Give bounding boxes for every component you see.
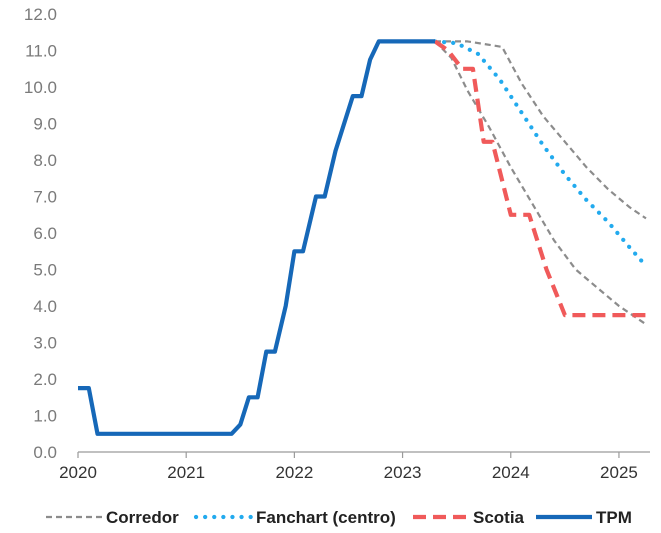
y-tick-label: 9.0 <box>33 115 57 134</box>
y-tick-label: 6.0 <box>33 224 57 243</box>
legend-label: Fanchart (centro) <box>256 508 396 527</box>
x-tick-label: 2020 <box>59 463 97 482</box>
y-tick-label: 11.0 <box>25 42 57 61</box>
axes: 0.0 1.0 2.0 3.0 4.0 5.0 6.0 7.0 8.0 9.0 10.0 11.0 12… <box>24 5 650 482</box>
x-tick-label: 2022 <box>275 463 313 482</box>
x-tick-label: 2024 <box>492 463 530 482</box>
legend-label: Scotia <box>473 508 525 527</box>
y-tick-label: 0.0 <box>33 443 57 462</box>
series-line-tpm <box>78 39 435 436</box>
y-tick-label: 10.0 <box>24 78 57 97</box>
y-tick-label: 1.0 <box>33 407 57 426</box>
y-tick-label: 12.0 <box>24 5 57 24</box>
series-line-scotia <box>433 39 646 318</box>
y-tick-label: 3.0 <box>33 334 57 353</box>
y-tick-label: 2.0 <box>33 370 57 389</box>
y-tick-label: 8.0 <box>33 151 57 170</box>
x-tick-label: 2023 <box>384 463 422 482</box>
series-line-corredor-lower <box>434 40 647 326</box>
legend-label: TPM <box>596 508 632 527</box>
x-tick-label: 2025 <box>600 463 638 482</box>
legend: Corredor Fanchart (centro) Scotia TPM <box>46 508 632 527</box>
x-tick-label: 2021 <box>167 463 205 482</box>
series-line-corredor <box>435 40 647 220</box>
y-tick-label: 4.0 <box>33 297 57 316</box>
y-tick-label: 5.0 <box>33 261 57 280</box>
y-tick-label: 7.0 <box>33 188 57 207</box>
series-line-fanchart-centro <box>432 39 649 268</box>
series-group <box>78 39 649 436</box>
legend-label: Corredor <box>106 508 179 527</box>
